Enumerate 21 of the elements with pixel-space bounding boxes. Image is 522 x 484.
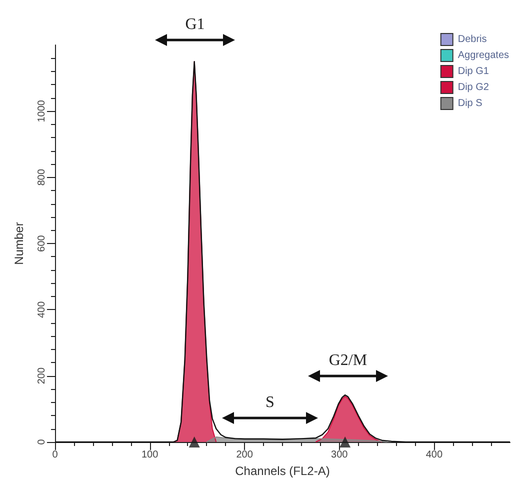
text: G1: [185, 16, 205, 33]
y-tick-label: 200: [36, 367, 48, 384]
y-tick-label: 400: [36, 300, 48, 318]
x-axis-title: Channels (FL2-A): [235, 464, 330, 478]
x-tick-label: 300: [331, 450, 348, 460]
annotation: S: [266, 394, 274, 411]
y-tick-label: 600: [36, 234, 48, 252]
x-tick-label: 200: [236, 450, 254, 460]
y-tick-label: 1000: [36, 100, 48, 122]
legend-label: Dip S: [458, 98, 483, 109]
annotation: G2/M: [328, 352, 368, 369]
y-tick-label: 800: [36, 168, 48, 186]
y-tick-label: 0: [36, 438, 48, 445]
x-tick-label: 0: [52, 450, 58, 460]
y-axis-title: Number: [12, 222, 26, 265]
legend-label: Dip G1: [458, 66, 490, 77]
x-tick-label: 400: [426, 450, 443, 460]
legend-label: Aggregates: [458, 50, 510, 61]
legend-label: Dip G2: [458, 82, 490, 93]
x-tick-label: 100: [141, 450, 159, 460]
legend-label: Debris: [458, 34, 487, 45]
